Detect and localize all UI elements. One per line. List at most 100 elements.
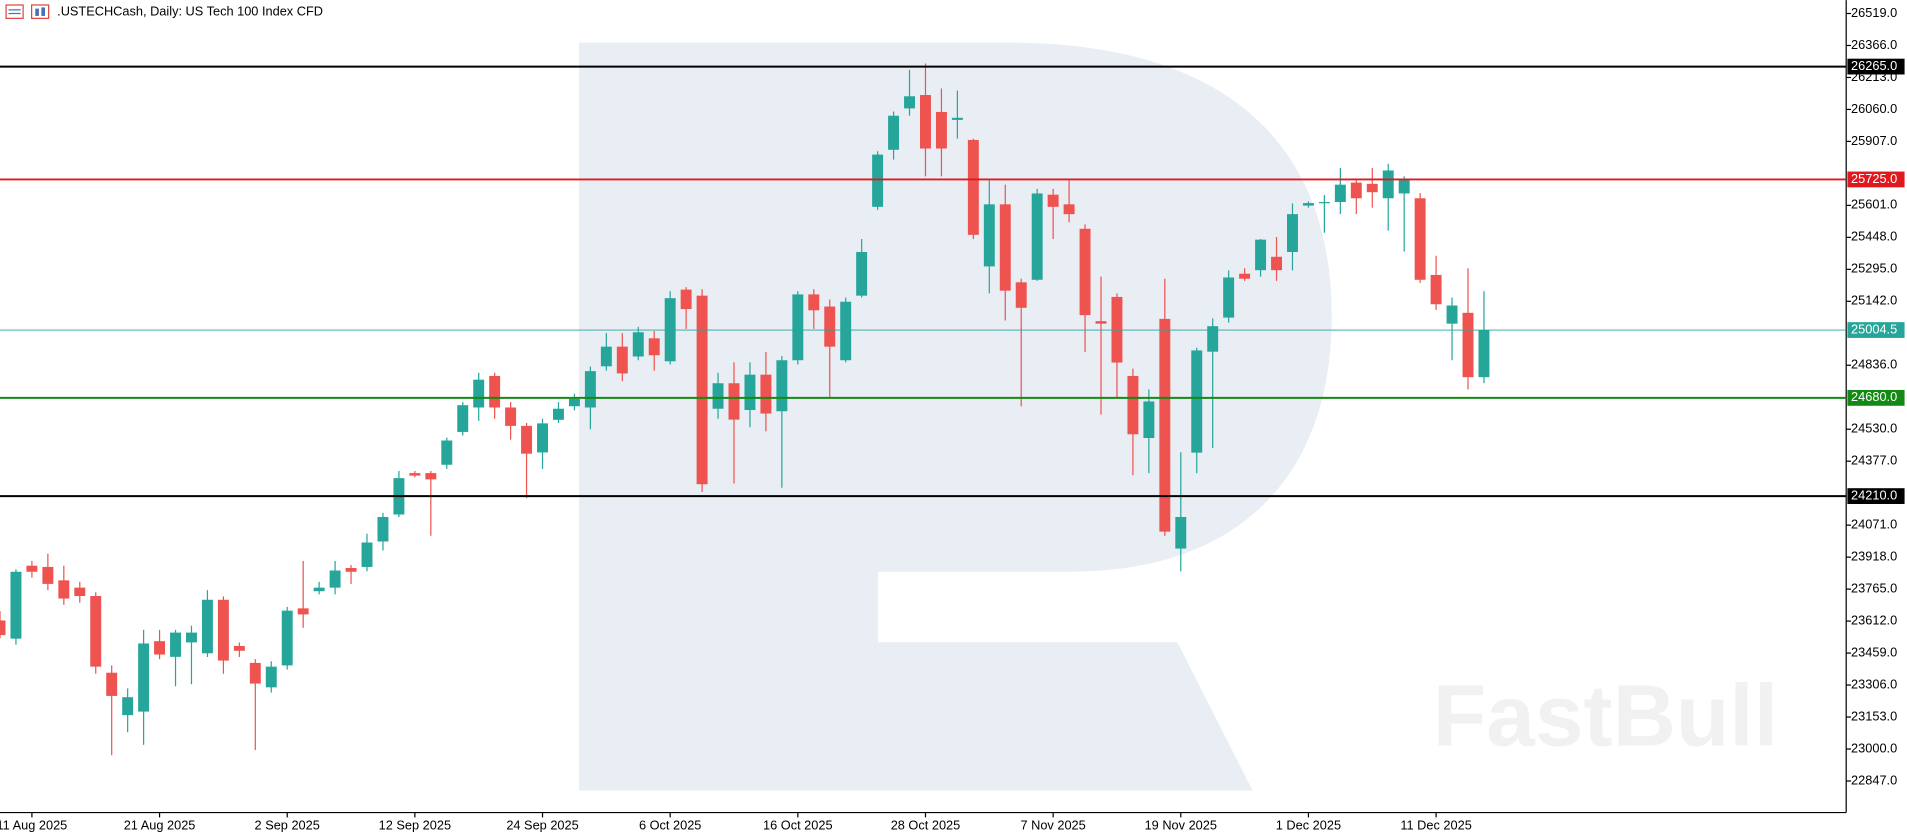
candle-body <box>935 111 947 149</box>
candle-body <box>600 346 612 367</box>
candle-body <box>1175 517 1187 549</box>
candle-body <box>217 599 229 661</box>
candle-body <box>696 295 708 485</box>
x-tick-label: 19 Nov 2025 <box>1145 817 1217 832</box>
candle-body <box>1446 305 1458 324</box>
x-tick-label: 21 Aug 2025 <box>124 817 196 832</box>
candle-body <box>345 568 357 572</box>
candle-body <box>138 643 150 712</box>
candle-body <box>457 405 469 432</box>
candle-body <box>154 641 166 655</box>
candle-body <box>1095 321 1107 324</box>
candle-body <box>616 346 628 374</box>
candle-body <box>568 398 580 407</box>
candle-body <box>281 610 293 666</box>
y-tick-label: 23153.0 <box>1851 708 1897 723</box>
candle-body <box>872 154 884 207</box>
icon <box>5 4 24 19</box>
level-label: 26265.0 <box>1851 58 1897 73</box>
candle-body <box>553 408 564 420</box>
candle-body <box>983 204 995 267</box>
candle-body <box>10 571 22 639</box>
candle-body <box>233 645 245 651</box>
candle-body <box>584 371 596 408</box>
candle-body <box>1382 170 1394 199</box>
candle-body <box>1223 277 1235 318</box>
candle-body <box>1287 214 1298 252</box>
candle-body <box>409 473 421 476</box>
candle-body <box>201 599 213 654</box>
candle-body <box>792 294 804 361</box>
candle-body <box>1398 180 1410 194</box>
candle-body <box>249 662 261 684</box>
candle-body <box>728 383 740 420</box>
x-tick-label: 16 Oct 2025 <box>763 817 833 832</box>
title-icons <box>5 4 50 19</box>
y-tick-label: 23306.0 <box>1851 676 1897 691</box>
level-label-bg <box>1847 171 1905 188</box>
candle-body <box>1462 312 1474 378</box>
candle-body <box>521 425 533 454</box>
candle-body <box>90 596 102 667</box>
y-tick-label: 25448.0 <box>1851 229 1897 244</box>
candle-body <box>361 542 373 567</box>
candle-body <box>42 566 54 584</box>
candle-body <box>505 407 517 426</box>
level-label: 24210.0 <box>1851 487 1897 502</box>
candle-body <box>856 251 868 296</box>
x-tick-label: 1 Dec 2025 <box>1276 817 1341 832</box>
candle-body <box>1478 330 1490 378</box>
candle-body <box>1414 198 1426 280</box>
x-tick-label: 11 Dec 2025 <box>1400 817 1471 832</box>
x-tick-label: 7 Nov 2025 <box>1020 817 1085 832</box>
x-tick-label: 11 Aug 2025 <box>0 817 67 832</box>
candle-body <box>26 565 38 572</box>
level-label: 25004.5 <box>1851 321 1897 336</box>
candle-body <box>425 473 437 480</box>
level-label-bg <box>1847 322 1905 338</box>
candle-body <box>1255 239 1267 271</box>
candle-body <box>329 570 341 588</box>
candle-body <box>712 383 724 409</box>
candle-body <box>1430 274 1442 305</box>
candle-body <box>106 672 118 696</box>
candle-body <box>1127 375 1139 435</box>
icon <box>35 8 39 16</box>
candle-body <box>441 440 453 465</box>
candle-body <box>648 338 660 356</box>
candle-body <box>680 289 692 310</box>
y-tick-label: 24530.0 <box>1851 421 1897 436</box>
y-tick-label: 23612.0 <box>1851 612 1897 627</box>
candle-body <box>1159 318 1171 532</box>
y-tick-label: 26519.0 <box>1851 5 1897 20</box>
level-label: 24680.0 <box>1851 389 1897 404</box>
candle-body <box>74 587 86 597</box>
candle-body <box>999 204 1011 291</box>
y-tick-label: 26060.0 <box>1851 101 1897 116</box>
candle-body <box>744 374 756 410</box>
candle-body <box>170 632 181 657</box>
candle-body <box>186 632 197 643</box>
candle-body <box>904 96 915 109</box>
y-tick-label: 24836.0 <box>1851 357 1897 372</box>
candle-body <box>265 666 277 688</box>
y-tick-label: 23918.0 <box>1851 549 1897 564</box>
candle-body <box>313 587 325 592</box>
candle-body <box>58 580 70 599</box>
candle-body <box>1302 203 1314 206</box>
chart-title: .USTECHCash, Daily: US Tech 100 Index CF… <box>57 4 323 19</box>
candle-body <box>920 95 931 149</box>
candle-body <box>377 517 389 542</box>
level-label: 25725.0 <box>1851 171 1897 186</box>
x-tick-label: 28 Oct 2025 <box>891 817 961 832</box>
y-tick-label: 24377.0 <box>1851 453 1897 468</box>
candle-body <box>967 139 979 235</box>
y-tick-label: 23459.0 <box>1851 644 1897 659</box>
candle-body <box>537 423 548 453</box>
candle-body <box>1191 350 1203 453</box>
candle-body <box>1271 256 1282 271</box>
level-label-bg <box>1847 389 1905 406</box>
candle-body <box>1015 282 1027 308</box>
